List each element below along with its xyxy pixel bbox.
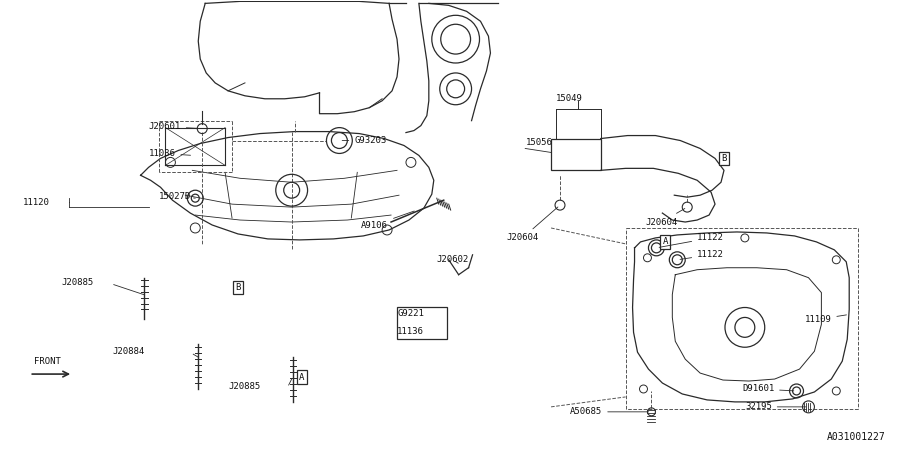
Text: J20601: J20601 (148, 122, 200, 131)
Text: A: A (299, 373, 304, 382)
Text: G9221: G9221 (397, 309, 424, 318)
Bar (551, 139, 601, 171)
Text: J20604: J20604 (507, 207, 558, 243)
Text: B: B (235, 283, 240, 292)
Text: 15027D: 15027D (158, 192, 195, 201)
Text: 32195: 32195 (745, 402, 806, 411)
Text: J20885: J20885 (228, 382, 260, 392)
Text: B: B (721, 154, 726, 163)
Text: J20885: J20885 (61, 278, 94, 287)
Text: J20884: J20884 (112, 346, 145, 356)
Text: FRONT: FRONT (34, 357, 61, 366)
Text: 11136: 11136 (397, 327, 424, 336)
Bar (397, 307, 446, 339)
Text: J20602: J20602 (436, 255, 469, 264)
Text: 11120: 11120 (23, 198, 50, 207)
Text: 15056: 15056 (526, 138, 554, 147)
Text: A: A (662, 238, 668, 247)
Text: 11036: 11036 (148, 149, 191, 158)
Text: G93203: G93203 (342, 136, 386, 145)
Text: 11122: 11122 (659, 234, 724, 248)
Text: D91601: D91601 (742, 384, 794, 393)
Text: A031001227: A031001227 (826, 432, 885, 442)
Text: 11122: 11122 (680, 250, 724, 259)
Text: J20604: J20604 (645, 208, 685, 226)
Text: 15049: 15049 (556, 94, 583, 104)
Text: A50685: A50685 (570, 407, 649, 416)
Text: 11109: 11109 (805, 315, 847, 324)
Text: A9106: A9106 (361, 211, 414, 230)
